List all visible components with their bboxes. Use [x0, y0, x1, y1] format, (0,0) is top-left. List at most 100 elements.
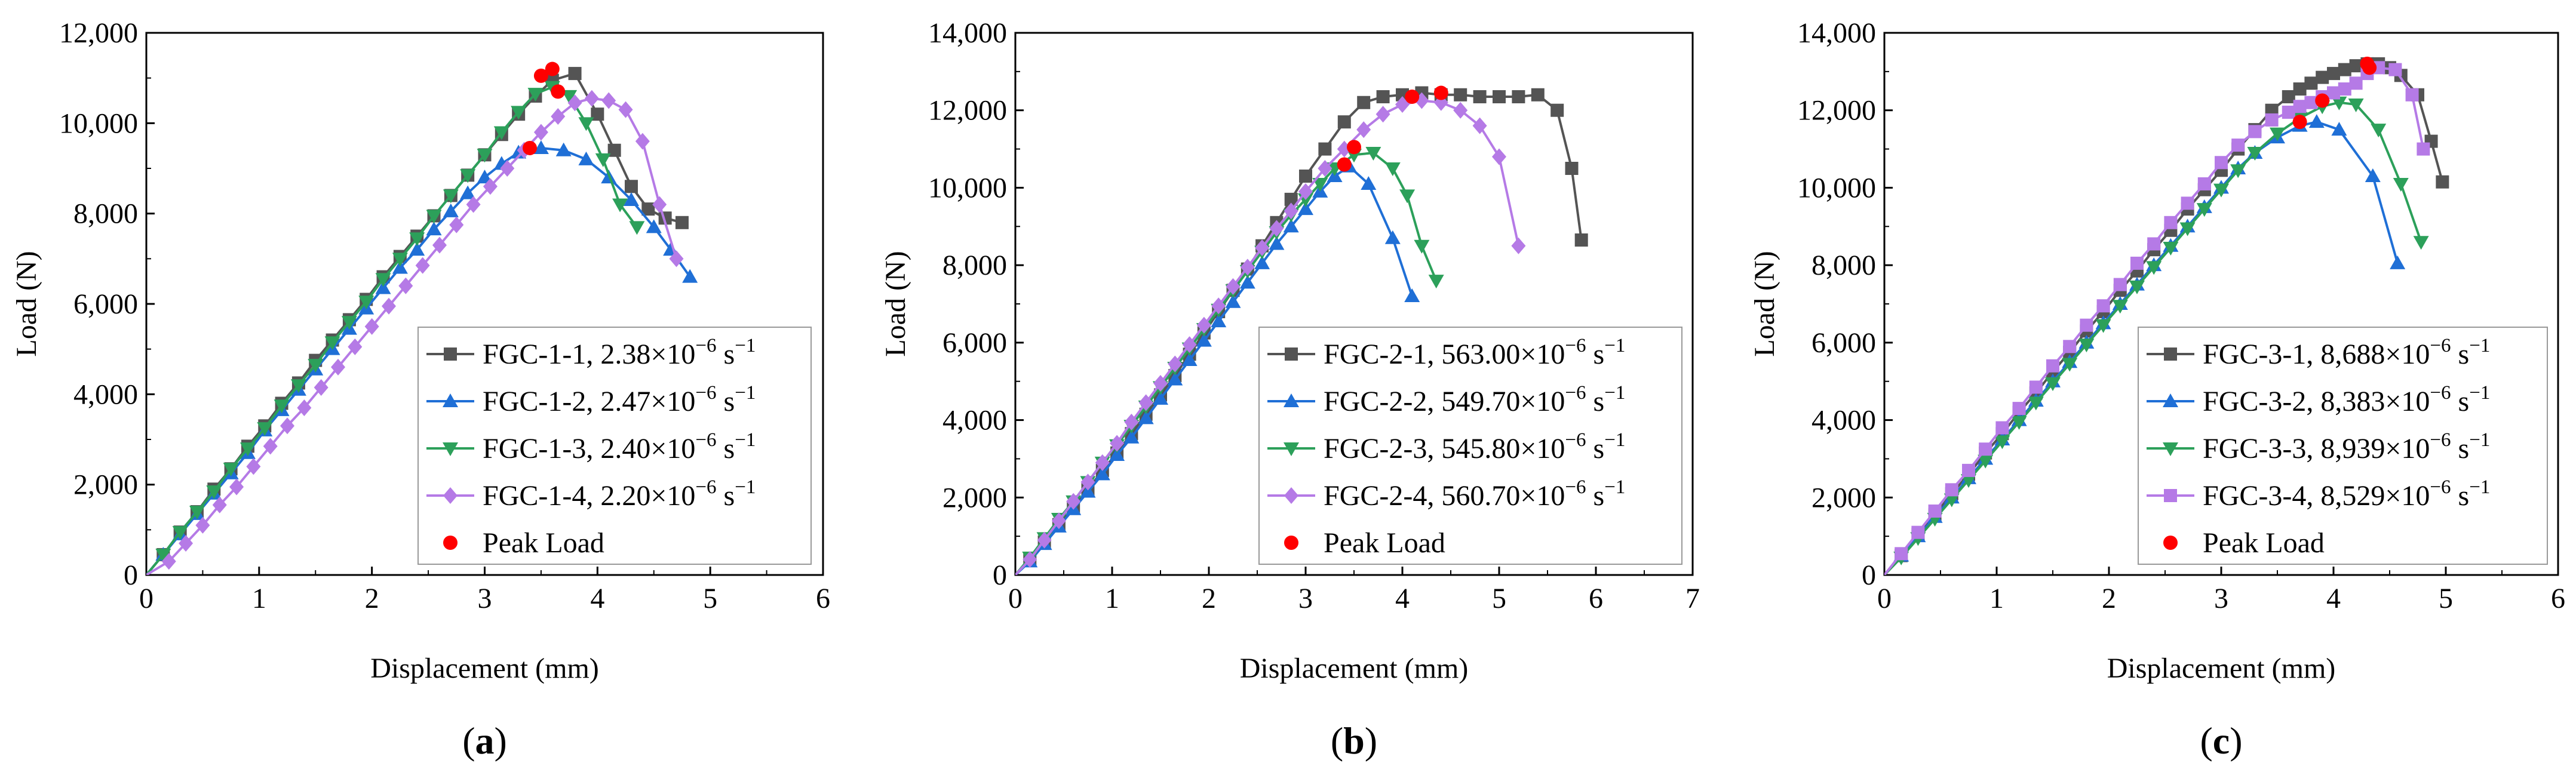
y-tick-label: 0	[1862, 559, 1876, 591]
data-point-FGC-1-4	[297, 399, 312, 417]
data-point-FGC-2-3	[1399, 189, 1416, 204]
data-point-FGC-2-4	[1375, 106, 1390, 123]
data-point-FGC-1-2	[646, 219, 662, 233]
legend-entry-FGC-3-2: FGC-3-2, 8,383×10−6 s−1	[2203, 382, 2490, 417]
data-point-FGC-3-4	[2063, 340, 2077, 353]
data-point-FGC-3-3	[2371, 124, 2387, 138]
data-point-FGC-1-4	[263, 438, 278, 455]
data-point-FGC-1-4	[195, 516, 210, 534]
data-point-FGC-1-3	[392, 253, 408, 267]
data-point-FGC-1-3	[206, 485, 222, 500]
data-point-FGC-2-1	[1550, 103, 1564, 117]
legend-entry-FGC-3-4: FGC-3-4, 8,529×10−6 s−1	[2203, 476, 2490, 512]
data-point-FGC-1-4	[500, 160, 515, 177]
legend: FGC-3-1, 8,688×10−6 s−1 FGC-3-2, 8,383×10…	[2138, 327, 2548, 565]
data-point-FGC-3-4	[2113, 278, 2127, 291]
data-point-FGC-1-2	[533, 140, 549, 154]
data-point-FGC-3-4	[2046, 359, 2059, 373]
data-point-FGC-2-1	[1357, 96, 1371, 109]
y-tick-label: 12,000	[59, 17, 138, 49]
legend-swatch-marker	[2163, 442, 2178, 456]
data-point-FGC-2-4	[1124, 413, 1139, 430]
data-point-FGC-2-1	[1337, 115, 1351, 129]
data-point-FGC-2-1	[1512, 90, 1525, 104]
legend-swatch-marker	[443, 442, 458, 456]
data-point-FGC-3-3	[2062, 358, 2078, 372]
data-point-FGC-2-2	[1239, 275, 1255, 289]
data-point-FGC-1-3	[189, 506, 205, 520]
chart-panel-b: 0 1 2 3 4 5 6 7 0 2,000 4,000 6,000 8,000 10,000 12,00…	[880, 17, 1700, 762]
data-point-FGC-2-4	[1472, 117, 1487, 134]
y-tick-label: 2,000	[73, 469, 138, 501]
data-point-FGC-2-3	[1384, 162, 1401, 176]
data-point-FGC-3-3	[2045, 377, 2061, 391]
y-tick-label: 4,000	[73, 379, 138, 410]
data-point-FGC-3-4	[2231, 139, 2245, 152]
chart-panel-c: 0 1 2 3 4 5 6 0 2,000 4,000 6,000 8,000 10,000 12,000…	[1749, 17, 2565, 762]
data-point-FGC-3-1	[2282, 90, 2295, 104]
data-point-FGC-2-1	[1531, 88, 1545, 102]
data-point-FGC-3-4	[1895, 547, 1908, 561]
y-tick-label: 2,000	[1812, 482, 1876, 513]
data-point-FGC-1-4	[669, 250, 684, 267]
y-tick-label: 4,000	[942, 405, 1007, 436]
data-point-FGC-1-3	[324, 336, 340, 350]
data-point-FGC-3-4	[1979, 442, 1992, 456]
data-point-FGC-3-3	[1943, 493, 1960, 508]
data-point-FGC-1-4	[246, 458, 261, 475]
data-point-FGC-3-4	[2282, 105, 2295, 119]
data-point-FGC-1-4	[466, 196, 481, 213]
peak-load-point	[2315, 93, 2330, 108]
data-point-FGC-2-1	[1284, 192, 1298, 206]
data-point-FGC-1-3	[561, 90, 578, 104]
legend-entry-peak-load: Peak Load	[483, 527, 604, 559]
data-point-FGC-3-4	[2029, 380, 2043, 394]
data-point-FGC-3-3	[2129, 280, 2145, 294]
plot-area	[1015, 85, 1588, 575]
data-point-FGC-1-3	[409, 232, 425, 247]
x-tick-label: 1	[252, 583, 266, 614]
data-point-FGC-2-4	[1356, 121, 1371, 139]
y-tick-label: 10,000	[1797, 172, 1876, 204]
data-point-FGC-1-2	[477, 170, 493, 184]
data-point-FGC-3-3	[2163, 241, 2179, 256]
data-point-FGC-2-2	[1109, 447, 1125, 461]
y-tick-label: 10,000	[928, 172, 1007, 204]
data-point-FGC-1-4	[415, 257, 430, 274]
x-tick-label: 6	[1589, 583, 1603, 614]
data-point-FGC-1-4	[432, 236, 447, 254]
data-point-FGC-3-3	[2348, 98, 2364, 112]
x-tick-label: 0	[1008, 583, 1023, 614]
x-axis-label: Displacement (mm)	[1240, 653, 1469, 684]
x-tick-label: 1	[1989, 583, 2004, 614]
x-tick-label: 3	[2214, 583, 2228, 614]
y-tick-label: 0	[993, 559, 1007, 591]
legend-entry-peak-load: Peak Load	[2203, 527, 2325, 559]
data-point-FGC-2-4	[1095, 454, 1110, 471]
data-point-FGC-3-3	[2179, 222, 2196, 236]
legend-swatch-marker	[443, 393, 458, 407]
data-point-FGC-2-2	[1181, 352, 1198, 367]
legend-entry-FGC-2-2: FGC-2-2, 549.70×10−6 s−1	[1324, 382, 1625, 417]
data-point-FGC-1-4	[635, 133, 650, 150]
data-point-FGC-1-3	[595, 153, 611, 167]
data-point-FGC-3-3	[2146, 261, 2162, 275]
data-point-FGC-3-4	[2164, 216, 2178, 229]
data-point-FGC-1-3	[375, 273, 391, 287]
data-point-FGC-3-3	[2011, 416, 2027, 430]
data-point-FGC-2-2	[1123, 429, 1140, 444]
legend-entry-FGC-1-4: FGC-1-4, 2.20×10−6 s−1	[483, 476, 756, 512]
data-point-FGC-1-4	[483, 178, 498, 195]
data-point-FGC-2-1	[1299, 169, 1312, 183]
data-point-FGC-2-2	[1225, 294, 1241, 308]
data-point-FGC-1-3	[155, 548, 171, 562]
legend-swatch-marker	[2163, 393, 2178, 407]
data-point-FGC-1-1	[641, 202, 655, 216]
data-point-FGC-2-1	[1454, 88, 1467, 102]
data-point-FGC-3-4	[1962, 463, 1975, 477]
data-point-FGC-2-2	[1254, 255, 1270, 269]
data-point-FGC-1-4	[618, 101, 633, 118]
y-axis-label: Load (N)	[1749, 251, 1780, 356]
data-point-FGC-1-3	[578, 117, 594, 131]
y-tick-label: 0	[124, 559, 138, 591]
